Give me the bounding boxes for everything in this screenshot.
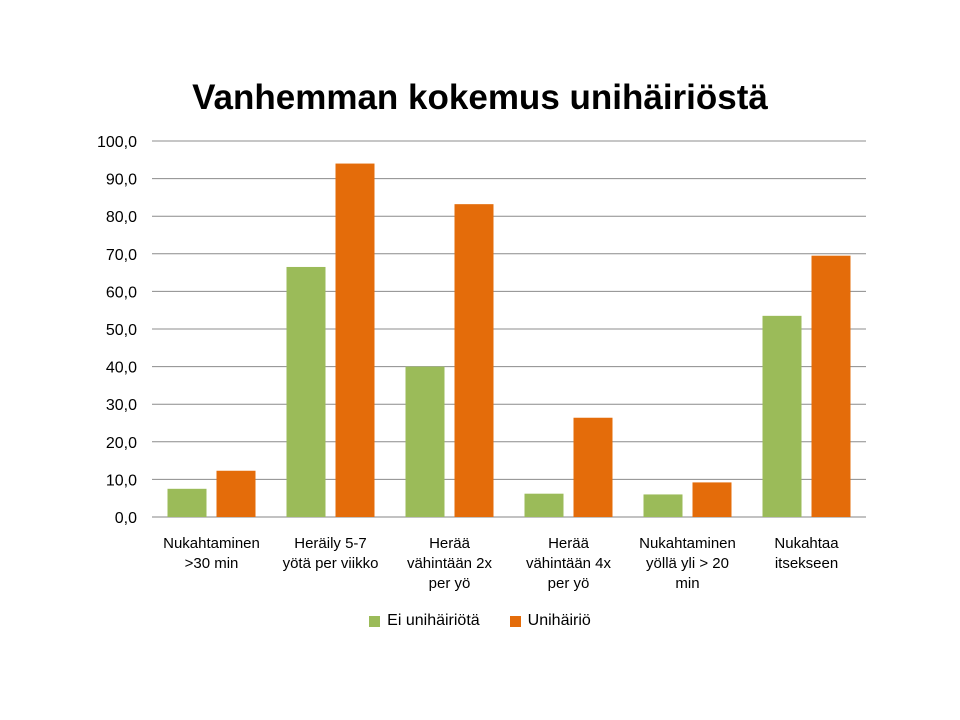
- bar-ei-unihairiota: [643, 494, 683, 517]
- x-category-label: Nukahtaminen >30 min: [163, 535, 260, 572]
- x-category-label: Herää vähintään 2x per yö: [407, 535, 493, 592]
- bar-ei-unihairiota: [524, 493, 564, 517]
- x-category-label: Nukahtaa itsekseen: [774, 535, 839, 572]
- bar-unihairio: [335, 163, 375, 517]
- y-tick-label: 60,0: [106, 284, 137, 301]
- legend-label: Unihäiriö: [527, 612, 591, 629]
- legend-item: Ei unihäiriötä: [369, 612, 480, 630]
- bar-unihairio: [573, 417, 613, 517]
- bar-unihairio: [692, 482, 732, 517]
- chart-title: Vanhemman kokemus unihäiriöstä: [192, 78, 768, 117]
- x-category-label: Nukahtaminen yöllä yli > 20 min: [639, 535, 736, 592]
- y-tick-label: 30,0: [106, 397, 137, 414]
- x-category-label: Herää vähintään 4x per yö: [526, 535, 612, 592]
- y-tick-label: 40,0: [106, 360, 137, 377]
- y-tick-label: 10,0: [106, 472, 137, 489]
- y-tick-label: 70,0: [106, 247, 137, 264]
- legend: Ei unihäiriötä Unihäiriö: [0, 612, 960, 630]
- bar-ei-unihairiota: [405, 366, 445, 517]
- bar-ei-unihairiota: [286, 266, 326, 517]
- bar-unihairio: [454, 204, 494, 517]
- legend-label: Ei unihäiriötä: [387, 612, 480, 629]
- bar-unihairio: [811, 255, 851, 517]
- bar-unihairio: [216, 470, 256, 517]
- x-category-label: Heräily 5-7 yötä per viikko: [283, 535, 379, 572]
- bar-ei-unihairiota: [762, 315, 802, 517]
- y-tick-label: 0,0: [115, 510, 137, 527]
- y-tick-label: 80,0: [106, 209, 137, 226]
- legend-swatch: [369, 615, 381, 627]
- y-tick-label: 100,0: [97, 134, 137, 151]
- y-tick-label: 90,0: [106, 172, 137, 189]
- legend-item: Unihäiriö: [509, 612, 591, 630]
- y-tick-label: 50,0: [106, 322, 137, 339]
- legend-swatch: [509, 615, 521, 627]
- y-tick-label: 20,0: [106, 435, 137, 452]
- bar-ei-unihairiota: [167, 488, 207, 517]
